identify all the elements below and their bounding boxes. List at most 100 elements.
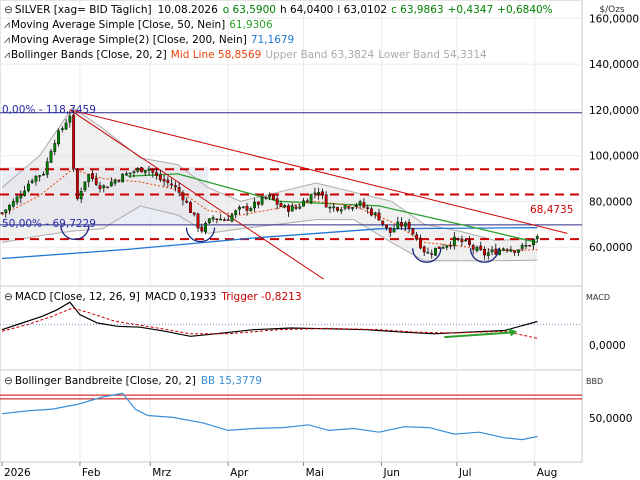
bbw-legend: ⊖ Bollinger Bandbreite [Close, 20, 2] BB 1…: [4, 375, 262, 387]
y-tick-label: 140,0000: [589, 59, 639, 71]
candle-body: [75, 169, 79, 199]
bb-upper: Upper Band 63,3824: [265, 49, 374, 61]
candle-body: [392, 229, 396, 233]
candle-body: [189, 202, 192, 213]
candle-body: [411, 228, 415, 234]
trigger-value: Trigger -0,8213: [220, 291, 301, 303]
y-tick-label: 80,0000: [589, 196, 632, 208]
candle-body: [94, 177, 98, 185]
price-legend: ⊖ SILVER [xag= BID Täglich] 10.08.2026 o 63…: [4, 4, 553, 61]
candle-body: [343, 205, 347, 209]
candle-body: [441, 247, 445, 249]
low-marker: [185, 227, 216, 243]
ma200-label: Moving Average Simple(2) [Close, 200, Ne…: [11, 34, 247, 46]
candle-body: [0, 212, 4, 214]
candle-body: [403, 222, 407, 227]
svg-text:⩘Moving Average Simple [Close,: ⩘Moving Average Simple [Close, 50, Nein]…: [4, 19, 273, 31]
candle-body: [426, 252, 430, 254]
candle-body: [132, 171, 136, 173]
ma-icon: ⩘: [4, 19, 10, 31]
y-tick-label: 120,0000: [589, 105, 639, 117]
macd-axis-tick: 0,0000: [589, 340, 626, 352]
candle-body: [505, 249, 509, 251]
candle-body: [298, 206, 302, 209]
macd-axis-title: MACD: [586, 293, 610, 302]
candle-body: [456, 238, 460, 240]
ma200-line: [1, 227, 538, 260]
candle-body: [204, 222, 207, 233]
candle-body: [136, 168, 140, 172]
candle-body: [68, 115, 72, 123]
candle-body: [535, 236, 539, 239]
candle-body: [275, 198, 279, 205]
symbol: SILVER [xag= BID Täglich]: [15, 4, 152, 16]
macd-title: MACD [Close, 12, 26, 9]: [15, 291, 140, 303]
candle-body: [42, 173, 45, 176]
candle-body: [283, 205, 287, 208]
candle-body: [328, 206, 332, 209]
candle-body: [166, 179, 170, 183]
svg-text:⊖MACD [Close, 12, 26, 9]MACD 0: ⊖ MACD [Close, 12, 26, 9] MACD 0,1933 Trigg…: [4, 291, 302, 303]
ma200-tag: 68,4735: [530, 204, 573, 216]
candle-body: [430, 253, 434, 255]
candle-body: [26, 183, 30, 192]
bb-mid: Mid Line 58,8569: [171, 49, 262, 61]
x-tick-label: 2026: [4, 467, 31, 479]
open-value: o 63,5900: [223, 4, 276, 16]
candle-body: [509, 249, 513, 252]
high-value: h 64,0400: [280, 4, 333, 16]
candle-body: [434, 247, 437, 256]
candle-body: [373, 212, 377, 215]
candle-body: [294, 206, 298, 209]
candle-body: [196, 213, 200, 229]
x-tick-label: Aug: [537, 467, 558, 479]
candle-body: [490, 249, 494, 253]
candle-body: [449, 245, 452, 247]
bb-mid-line: [1, 168, 538, 252]
x-tick-label: Apr: [230, 467, 249, 479]
candle-body: [113, 179, 117, 184]
candle-body: [253, 201, 256, 209]
candle-body: [309, 193, 313, 203]
ma50-value: 61,9306: [229, 19, 273, 31]
expand-icon: ⊖: [4, 291, 13, 303]
candle-body: [260, 197, 264, 205]
candle-body: [452, 236, 456, 247]
candle-body: [468, 240, 471, 245]
candle-body: [272, 195, 275, 200]
candle-body: [109, 181, 113, 187]
candle-body: [483, 249, 486, 256]
change-pct: +0,6840%: [497, 4, 553, 16]
candle-body: [23, 190, 27, 196]
candle-body: [238, 207, 241, 210]
candle-body: [45, 161, 49, 175]
candle-body: [302, 200, 305, 207]
candle-body: [192, 212, 196, 215]
candle-body: [501, 248, 505, 251]
candle-body: [377, 212, 381, 221]
bbw-panel: [0, 369, 583, 463]
candle-body: [381, 220, 385, 225]
candle-body: [185, 200, 189, 203]
x-tick-label: Jun: [382, 467, 399, 479]
candle-body: [358, 201, 362, 206]
candle-body: [57, 130, 60, 145]
ma-icon: ⩘: [4, 34, 10, 46]
low-marker: [412, 248, 442, 263]
candle-body: [520, 244, 524, 249]
axis-labels: 60,0000 80,0000 100,0000 120,0000 140,0000 16…: [1, 13, 639, 479]
bbw-value: BB 15,3779: [201, 375, 262, 387]
candle-body: [313, 192, 317, 195]
candle-body: [128, 172, 132, 175]
trendline: [69, 109, 568, 234]
bbw-lines: [0, 392, 582, 441]
bbw-title: Bollinger Bandbreite [Close, 20, 2]: [15, 375, 196, 387]
candle-body: [38, 175, 42, 177]
candle-body: [317, 192, 321, 195]
trigger-line: [1, 307, 538, 339]
fib-50-label: 50,00% - 69,7229: [2, 218, 96, 230]
macd-value: MACD 0,1933: [145, 291, 217, 303]
candle-body: [471, 245, 475, 250]
macd-lines: [0, 301, 582, 339]
